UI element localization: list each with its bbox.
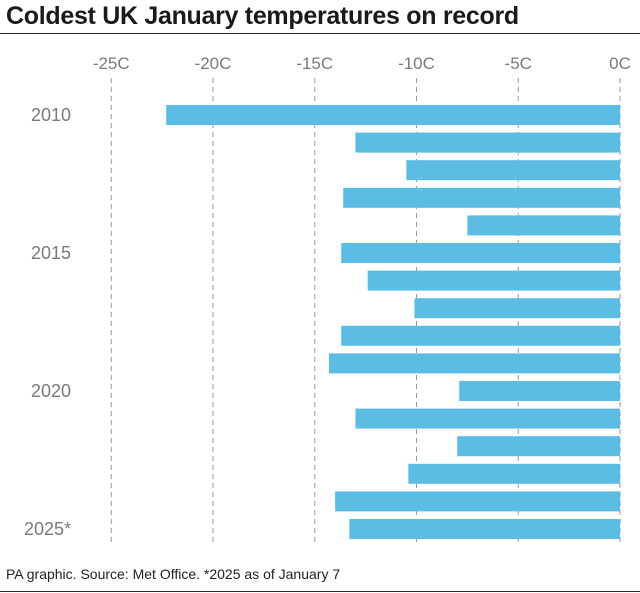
source-note: PA graphic. Source: Met Office. *2025 as… xyxy=(6,566,341,582)
bar-2020 xyxy=(459,381,620,401)
bars xyxy=(166,105,620,539)
year-label: 2020 xyxy=(31,381,71,401)
x-tick-label: -20C xyxy=(195,54,232,73)
bar-chart: -25C -20C -15C -10C -5C 0C 2010 2015 2020 2025* xyxy=(24,54,631,543)
bar-2021 xyxy=(355,408,620,429)
bar-2024 xyxy=(335,491,620,512)
bar-2023 xyxy=(408,463,620,484)
x-tick-label: -5C xyxy=(505,54,532,73)
x-tick-label: -25C xyxy=(93,54,130,73)
year-label: 2015 xyxy=(31,243,71,263)
year-label: 2025* xyxy=(24,519,71,539)
chart-title: Coldest UK January temperatures on recor… xyxy=(6,2,519,30)
year-label: 2010 xyxy=(31,105,71,125)
bar-2011 xyxy=(355,132,620,153)
bar-2019 xyxy=(328,353,620,374)
x-tick-label: -15C xyxy=(296,54,333,73)
bar-2014 xyxy=(467,215,620,236)
bar-2018 xyxy=(341,325,620,346)
bar-2013 xyxy=(343,187,620,208)
x-tick-label: 0C xyxy=(609,54,631,73)
x-tick-label: -10C xyxy=(398,54,435,73)
title-divider xyxy=(0,33,640,34)
y-axis-labels: 2010 2015 2020 2025* xyxy=(24,105,71,539)
bar-2010 xyxy=(166,105,620,125)
x-axis-ticks: -25C -20C -15C -10C -5C 0C xyxy=(93,54,631,73)
bar-2016 xyxy=(367,270,620,291)
bar-2017 xyxy=(414,298,620,319)
bar-2025 xyxy=(349,519,620,539)
bar-2012 xyxy=(406,160,620,181)
bar-2015 xyxy=(341,243,620,263)
bar-2022 xyxy=(457,436,620,457)
footer-divider xyxy=(0,591,640,592)
